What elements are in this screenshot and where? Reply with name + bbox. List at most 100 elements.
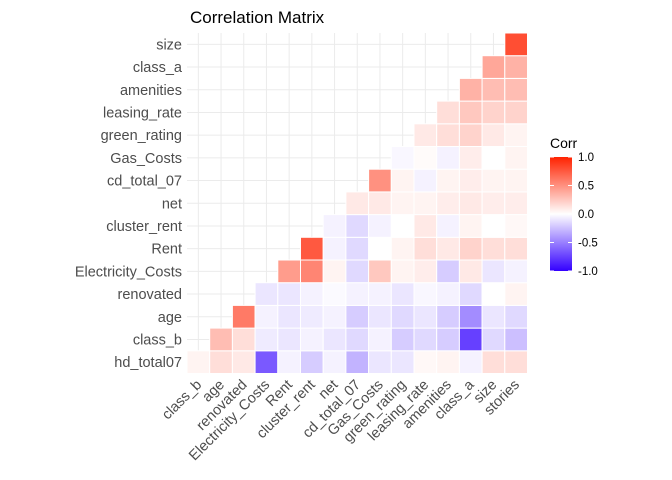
heatmap-cell (458, 146, 483, 170)
heatmap-cell (481, 327, 506, 352)
heatmap-cell (504, 350, 528, 374)
heatmap-cell (481, 214, 506, 238)
legend-label: 1.0 (578, 152, 594, 164)
heatmap-cell (413, 282, 438, 306)
heatmap-cell (322, 214, 347, 238)
heatmap-cell (436, 146, 460, 170)
heatmap-cell (458, 168, 483, 193)
heatmap-cell (481, 55, 506, 79)
heatmap-cell (390, 146, 415, 170)
heatmap-cell (231, 304, 256, 329)
heatmap-cell (300, 350, 324, 374)
heatmap-cell (390, 327, 415, 352)
heatmap-cell (504, 168, 528, 193)
heatmap-cell (390, 236, 415, 261)
heatmap-cell (368, 236, 392, 261)
heatmap-cell (413, 123, 438, 148)
heatmap-cell (413, 327, 438, 352)
heatmap-cell (458, 214, 483, 238)
heatmap-cell (504, 100, 528, 125)
heatmap-cell (413, 146, 438, 170)
heatmap-cell (413, 191, 438, 216)
heatmap-cell (436, 168, 460, 193)
heatmap-cell (458, 304, 483, 329)
y-tick-label: green_rating (101, 128, 182, 144)
heatmap-cell (368, 350, 392, 374)
heatmap-cell (458, 327, 483, 352)
legend-label: 0.0 (578, 209, 594, 221)
heatmap-cell (436, 350, 460, 374)
heatmap-cell (390, 259, 415, 284)
heatmap-cell (436, 282, 460, 306)
y-tick-label: leasing_rate (103, 105, 182, 121)
heatmap-cell (504, 123, 528, 148)
heatmap-cell (436, 191, 460, 216)
heatmap-cell (345, 282, 370, 306)
heatmap-cell (413, 304, 438, 329)
heatmap-cell (504, 55, 528, 79)
y-tick-label: class_b (133, 332, 182, 348)
heatmap-cell (254, 327, 279, 352)
heatmap-cell (345, 236, 370, 261)
heatmap-cell (231, 350, 256, 374)
heatmap-cell (504, 327, 528, 352)
heatmap-cell (322, 259, 347, 284)
heatmap-cell (368, 327, 392, 352)
heatmap-cell (300, 327, 324, 352)
x-axis: class_bagerenovatedElectricity_CostsRent… (159, 376, 523, 464)
heatmap-cell (413, 350, 438, 374)
heatmap-cell (368, 259, 392, 284)
heatmap-cell (481, 146, 506, 170)
heatmap-cell (458, 350, 483, 374)
heatmap-cell (322, 282, 347, 306)
heatmap-cell (322, 304, 347, 329)
y-tick-label: Gas_Costs (110, 151, 182, 167)
heatmap-cell (436, 304, 460, 329)
heatmap-cell (345, 214, 370, 238)
heatmap-cell (209, 350, 233, 374)
y-tick-label: cluster_rent (106, 219, 182, 235)
y-tick-label: cd_total_07 (107, 174, 182, 190)
heatmap-cell (300, 282, 324, 306)
heatmap-cell (504, 282, 528, 306)
heatmap-cell (458, 282, 483, 306)
heatmap-cell (413, 259, 438, 284)
legend: Corr 1.0 0.5 0.0 -0.5 -1.0 (550, 135, 598, 278)
y-tick-label: Rent (151, 242, 182, 258)
heatmap-cell (504, 236, 528, 261)
heatmap-cell (322, 350, 347, 374)
heatmap-cell (300, 259, 324, 284)
y-axis: hd_total07 class_b age renovated Electricity… (75, 37, 183, 371)
heatmap-cell (368, 168, 392, 193)
y-tick-label: renovated (118, 287, 183, 303)
heatmap-cell (436, 259, 460, 284)
heatmap-cell (458, 123, 483, 148)
heatmap-cell (345, 259, 370, 284)
heatmap-cell (345, 350, 370, 374)
plot-panel (186, 32, 528, 374)
y-tick-label: age (158, 310, 182, 326)
legend-label: -1.0 (578, 266, 598, 278)
heatmap-cell (413, 214, 438, 238)
heatmap-cell (481, 191, 506, 216)
heatmap-cell (345, 327, 370, 352)
heatmap-cell (345, 191, 370, 216)
heatmap-cell (436, 327, 460, 352)
heatmap-cell (436, 123, 460, 148)
heatmap-cell (390, 168, 415, 193)
heatmap-cell (277, 304, 301, 329)
y-tick-label: class_a (133, 60, 183, 76)
heatmap-cell (322, 327, 347, 352)
heatmap-cell (504, 304, 528, 329)
heatmap-cell (390, 282, 415, 306)
heatmap-cell (390, 214, 415, 238)
heatmap-cell (436, 236, 460, 261)
heatmap-cell (481, 282, 506, 306)
heatmap-cell (345, 304, 370, 329)
heatmap-cell (254, 282, 279, 306)
heatmap-cell (254, 304, 279, 329)
heatmap-cell (390, 350, 415, 374)
y-tick-label: Electricity_Costs (75, 264, 182, 280)
heatmap-cell (277, 327, 301, 352)
heatmap-cell (481, 100, 506, 125)
